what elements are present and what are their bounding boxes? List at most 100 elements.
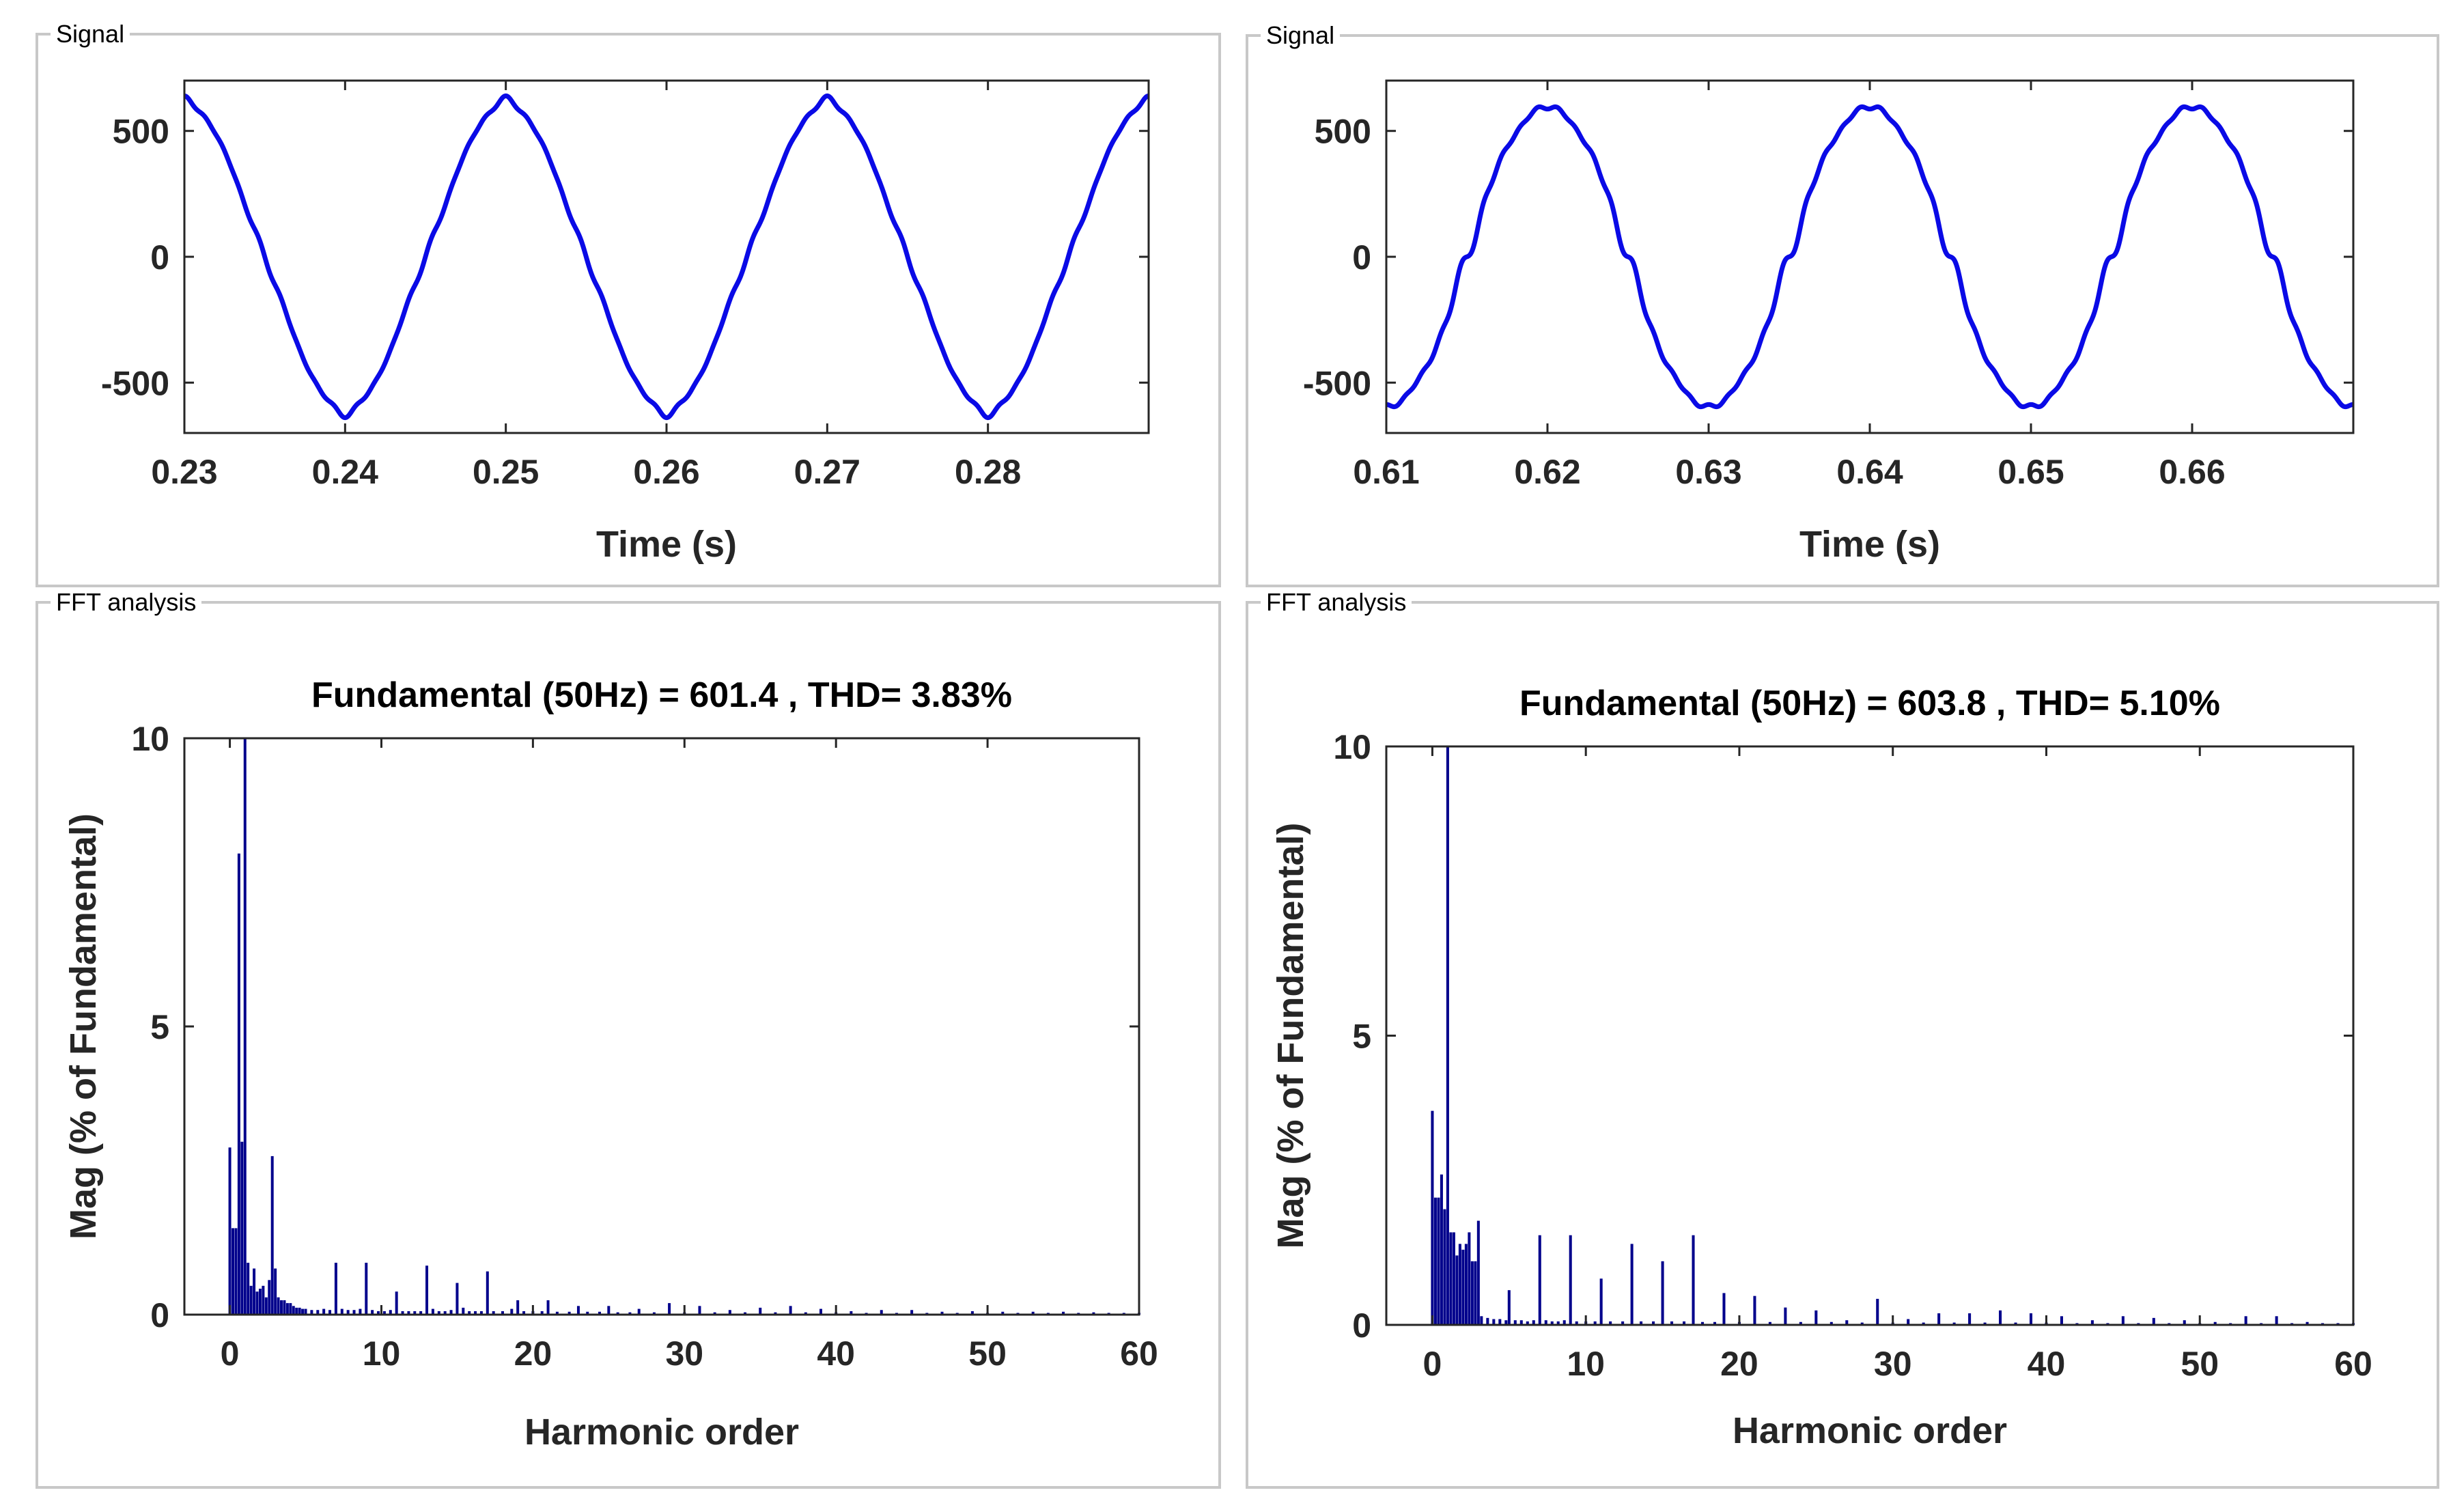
harmonic-bar: [744, 1312, 747, 1315]
harmonic-bar: [628, 1312, 632, 1315]
panel-signal-left: Signal: [36, 20, 1221, 587]
harmonic-bar: [1952, 1322, 1956, 1325]
harmonic-bar: [228, 1147, 232, 1315]
harmonic-bar: [255, 1291, 259, 1315]
harmonic-bar: [713, 1312, 716, 1315]
harmonic-bar: [652, 1312, 656, 1315]
harmonic-bar: [295, 1307, 298, 1315]
harmonic-bar: [474, 1311, 477, 1315]
harmonic-bar: [501, 1311, 504, 1315]
harmonic-bar: [243, 738, 247, 1315]
harmonic-bar: [2121, 1316, 2125, 1325]
harmonic-bar: [540, 1311, 544, 1315]
harmonic-bar: [283, 1300, 286, 1315]
harmonic-bar: [616, 1312, 619, 1315]
harmonic-bar: [328, 1310, 332, 1315]
harmonic-bar: [2305, 1321, 2309, 1325]
y-tick-label: -500: [1303, 364, 1371, 402]
x-tick-label: 0.61: [1353, 453, 1419, 491]
x-tick-label: 0.66: [2159, 453, 2225, 491]
harmonic-bar: [1907, 1319, 1910, 1325]
x-tick-label: 10: [1567, 1345, 1605, 1383]
harmonic-bar: [1670, 1321, 1674, 1325]
harmonic-bar: [382, 1311, 386, 1315]
harmonic-bar: [270, 1156, 274, 1315]
harmonic-bar: [2213, 1321, 2217, 1325]
harmonic-bar: [1507, 1290, 1511, 1325]
panel-title-fft-right: FFT analysis: [1261, 589, 1412, 616]
harmonic-bar: [1661, 1261, 1664, 1325]
x-tick-label: 0.23: [151, 453, 217, 491]
harmonic-bar: [258, 1289, 262, 1315]
harmonic-bar: [576, 1306, 580, 1315]
chart-sig2: 0.61 0.62 0.63 0.64 0.65 0.66 -500 0 500 Time (s): [1303, 79, 2355, 565]
harmonic-bar: [1609, 1321, 1612, 1325]
harmonic-bar: [232, 1228, 234, 1315]
axes-box: [1385, 79, 2355, 434]
harmonic-bar: [1768, 1321, 1771, 1325]
harmonic-bar: [2244, 1316, 2247, 1325]
harmonic-bar: [1498, 1319, 1502, 1325]
harmonic-bar: [1452, 1232, 1455, 1325]
harmonic-bar: [264, 1297, 268, 1315]
harmonic-bar: [522, 1311, 526, 1315]
harmonic-bar: [486, 1271, 489, 1315]
harmonic-bar: [1784, 1307, 1787, 1325]
harmonic-bar: [1599, 1278, 1603, 1325]
harmonic-bar: [2152, 1317, 2155, 1325]
x-tick-label: 20: [1720, 1345, 1758, 1383]
harmonic-bar: [1753, 1296, 1756, 1325]
harmonic-bar: [940, 1311, 944, 1315]
harmonic-bar: [510, 1308, 514, 1315]
harmonic-bar: [1062, 1311, 1065, 1315]
harmonic-bar: [1437, 1197, 1440, 1325]
harmonic-bar: [1799, 1321, 1802, 1325]
x-tick-label: 0.27: [794, 453, 860, 491]
harmonic-bar: [468, 1311, 471, 1315]
harmonic-bar: [292, 1306, 295, 1315]
y-tick-label: 0: [1352, 238, 1371, 277]
harmonic-bar: [492, 1311, 495, 1315]
harmonic-bar: [637, 1308, 641, 1315]
harmonic-bar: [2090, 1320, 2094, 1325]
harmonic-bar: [365, 1263, 368, 1315]
harmonic-bar: [413, 1311, 417, 1315]
harmonic-bar: [789, 1306, 792, 1315]
harmonic-bar: [274, 1268, 277, 1315]
harmonic-bar: [728, 1310, 731, 1315]
y-tick-label: -500: [101, 364, 169, 402]
harmonic-bar: [377, 1311, 380, 1315]
harmonic-bar: [586, 1311, 589, 1315]
harmonic-bar: [304, 1308, 307, 1315]
harmonic-bar: [1683, 1321, 1686, 1325]
harmonic-bar: [1474, 1261, 1477, 1325]
x-tick-label: 0.28: [955, 453, 1021, 491]
harmonic-bar: [1443, 1209, 1446, 1325]
harmonic-bar: [268, 1280, 271, 1315]
harmonic-bar: [1431, 1110, 1434, 1325]
harmonic-bar: [1569, 1235, 1572, 1325]
harmonic-bar: [1455, 1255, 1459, 1325]
x-tick-label: 20: [514, 1334, 552, 1373]
harmonic-bar: [970, 1311, 974, 1315]
x-tick-label: 60: [1120, 1334, 1158, 1373]
harmonic-bar: [1513, 1320, 1517, 1325]
harmonic-bar: [2275, 1316, 2278, 1325]
y-tick-label: 0: [1352, 1306, 1371, 1345]
harmonic-bar: [340, 1308, 344, 1315]
x-tick-label: 0.26: [633, 453, 699, 491]
chart-fft2: 0 10 20 30 40 50 60 0 5 10 Harmonic order Mag (% of…: [1270, 684, 2372, 1451]
x-tick-label: 10: [363, 1334, 401, 1373]
y-tick-label: 5: [1352, 1018, 1371, 1056]
harmonic-bar: [1440, 1174, 1443, 1325]
harmonic-bar: [1621, 1321, 1625, 1325]
x-tick-label: 0.24: [312, 453, 379, 491]
chart-title: Fundamental (50Hz) = 601.4 , THD= 3.83%: [311, 675, 1012, 715]
harmonic-bar: [1538, 1235, 1541, 1325]
y-axis-label: Mag (% of Fundamental): [1270, 823, 1311, 1249]
axes-box: [1385, 745, 2355, 1326]
chart-title: Fundamental (50Hz) = 603.8 , THD= 5.10%: [1519, 684, 2220, 723]
harmonic-bar: [1713, 1321, 1717, 1325]
harmonic-bar: [334, 1263, 337, 1315]
harmonic-bar: [880, 1310, 883, 1315]
